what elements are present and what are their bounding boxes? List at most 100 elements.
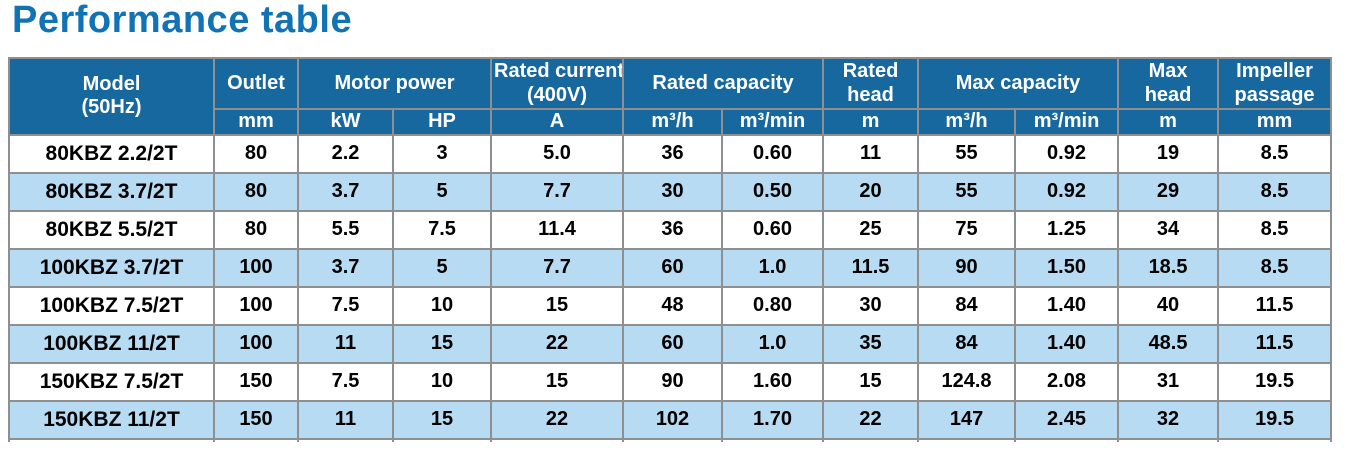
cell-rated-m3h: 48 (622, 285, 723, 326)
cell-hp: 5 (392, 247, 492, 288)
table-row: 100KBZ 11/2T 100 11 15 22 60 1.0 35 84 1.40 48.5 11… (8, 323, 1333, 364)
cell-hp: 5 (392, 171, 492, 212)
unit-impeller-mm: mm (1217, 108, 1333, 136)
col-header-max-head: Max head (1117, 57, 1220, 110)
cell-rated-m3min: 1.70 (720, 399, 825, 440)
col-header-impeller-passage: Impeller passage (1217, 57, 1333, 110)
header-row-groups: Model (50Hz) Outlet Motor power Rated cur… (8, 57, 1333, 136)
cell-rated-m3h: 90 (622, 361, 723, 402)
cell-rated-head: 11 (822, 133, 920, 174)
cell-kw: 3.7 (297, 247, 394, 288)
cell-outlet: 150 (213, 361, 299, 402)
cell-rated-head: 11.5 (822, 247, 920, 288)
cell-empty (297, 437, 394, 442)
cell-max-head: 48.5 (1117, 323, 1220, 364)
cell-max-m3min: 1.50 (1014, 247, 1120, 288)
cell-model: 80KBZ 3.7/2T (8, 171, 215, 212)
cell-max-m3h: 124.8 (917, 361, 1017, 402)
cell-current: 22 (490, 323, 624, 364)
cell-hp: 15 (392, 323, 492, 364)
cell-impeller: 19.5 (1217, 399, 1333, 440)
cell-kw: 2.2 (297, 133, 394, 174)
cell-impeller: 11.5 (1217, 285, 1333, 326)
table-row: 80KBZ 3.7/2T 80 3.7 5 7.7 30 0.50 20 55 0.92 29 8.5 (8, 171, 1333, 212)
cell-max-m3h: 147 (917, 399, 1017, 440)
cell-kw: 5.5 (297, 209, 394, 250)
cell-max-m3h: 90 (917, 247, 1017, 288)
col-header-max-capacity: Max capacity (917, 57, 1120, 110)
cell-rated-m3min: 0.60 (720, 133, 825, 174)
cell-hp: 10 (392, 361, 492, 402)
cell-rated-head: 30 (822, 285, 920, 326)
cell-model: 80KBZ 2.2/2T (8, 133, 215, 174)
cell-empty (8, 437, 215, 442)
cell-rated-m3min: 1.0 (720, 323, 825, 364)
cell-outlet: 100 (213, 285, 299, 326)
cell-max-m3min: 1.40 (1014, 323, 1120, 364)
cell-outlet: 100 (213, 323, 299, 364)
cell-rated-head: 15 (822, 361, 920, 402)
col-header-impeller-line2: passage (1234, 83, 1315, 106)
cell-rated-m3h: 30 (622, 171, 723, 212)
unit-outlet: mm (213, 108, 299, 136)
col-header-model-line1: Model (82, 72, 141, 95)
cell-rated-m3min: 1.60 (720, 361, 825, 402)
col-header-rated-head-line1: Rated (842, 59, 899, 82)
cell-impeller: 8.5 (1217, 209, 1333, 250)
partial-row-cutoff (8, 437, 1333, 442)
cell-model: 150KBZ 11/2T (8, 399, 215, 440)
table-body: 80KBZ 2.2/2T 80 2.2 3 5.0 36 0.60 11 55 0.92 19 8.5… (8, 133, 1333, 442)
table-row: 150KBZ 11/2T 150 11 15 22 102 1.70 22 147 2.45 32 1… (8, 399, 1333, 440)
cell-empty (392, 437, 492, 442)
cell-rated-m3min: 0.60 (720, 209, 825, 250)
cell-kw: 3.7 (297, 171, 394, 212)
col-header-rated-capacity: Rated capacity (621, 57, 825, 110)
cell-max-m3h: 55 (917, 133, 1017, 174)
cell-empty (622, 437, 723, 442)
unit-max-m3h: m³/h (917, 108, 1017, 136)
cell-max-head: 34 (1117, 209, 1220, 250)
table-header: Model (50Hz) Outlet Motor power Rated cur… (8, 57, 1333, 136)
cell-rated-m3min: 0.50 (720, 171, 825, 212)
col-header-impeller-line1: Impeller (1236, 59, 1313, 82)
cell-impeller: 19.5 (1217, 361, 1333, 402)
cell-outlet: 80 (213, 209, 299, 250)
col-header-model-line2: (50Hz) (81, 96, 142, 119)
cell-current: 7.7 (490, 171, 624, 212)
cell-model: 100KBZ 7.5/2T (8, 285, 215, 326)
table-row: 80KBZ 5.5/2T 80 5.5 7.5 11.4 36 0.60 25 75 1.25 34… (8, 209, 1333, 250)
cell-kw: 7.5 (297, 361, 394, 402)
unit-rated-m3h: m³/h (622, 108, 723, 136)
col-header-model: Model (50Hz) (8, 57, 215, 136)
unit-kw: kW (297, 108, 394, 136)
cell-empty (720, 437, 825, 442)
cell-impeller: 8.5 (1217, 133, 1333, 174)
page-title: Performance table (12, 0, 353, 41)
cell-rated-head: 35 (822, 323, 920, 364)
cell-empty (1014, 437, 1120, 442)
unit-rated-m3min: m³/min (720, 108, 825, 136)
cell-rated-head: 20 (822, 171, 920, 212)
table-row: 150KBZ 7.5/2T 150 7.5 10 15 90 1.60 15 124.8 2.08… (8, 361, 1333, 402)
col-header-rated-head-line2: head (847, 83, 894, 106)
col-header-rated-head: Rated head (822, 57, 920, 110)
cell-rated-m3h: 60 (622, 323, 723, 364)
cell-rated-m3h: 36 (622, 209, 723, 250)
table-row: 100KBZ 7.5/2T 100 7.5 10 15 48 0.80 30 84 1.40 40 1… (8, 285, 1333, 326)
cell-hp: 3 (392, 133, 492, 174)
unit-rated-head-m: m (822, 108, 920, 136)
cell-current: 15 (490, 361, 624, 402)
cell-empty (490, 437, 624, 442)
cell-empty (917, 437, 1017, 442)
cell-hp: 7.5 (392, 209, 492, 250)
cell-rated-m3min: 1.0 (720, 247, 825, 288)
performance-table: Model (50Hz) Outlet Motor power Rated cur… (8, 57, 1333, 442)
cell-max-m3min: 2.08 (1014, 361, 1120, 402)
cell-rated-m3h: 60 (622, 247, 723, 288)
col-header-rated-current-line1: Rated current (494, 59, 623, 82)
unit-max-head-m: m (1117, 108, 1220, 136)
header-row-units: mm kW HP A m³/h m³/min m m³/h m³/min m m… (9, 108, 1333, 136)
cell-current: 15 (490, 285, 624, 326)
cell-model: 100KBZ 3.7/2T (8, 247, 215, 288)
cell-outlet: 80 (213, 133, 299, 174)
